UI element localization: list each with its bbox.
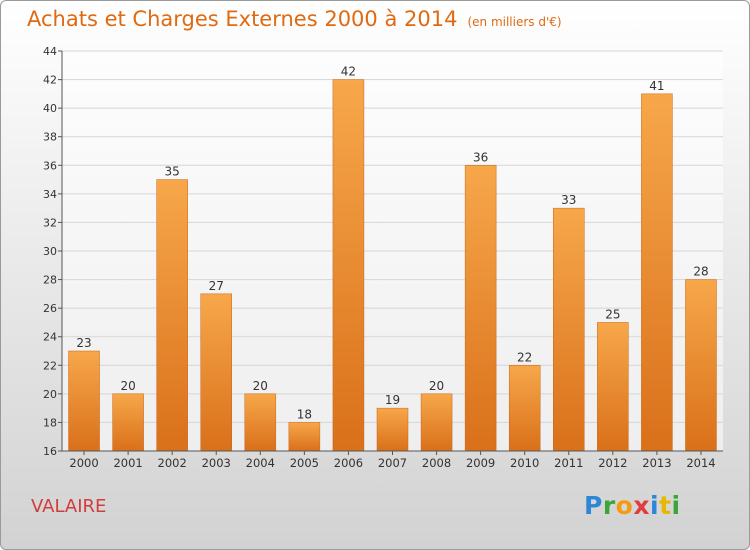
y-tick-label: 40 bbox=[43, 102, 57, 115]
y-tick-label: 32 bbox=[43, 216, 57, 229]
data-label: 18 bbox=[297, 407, 312, 421]
x-tick-label: 2002 bbox=[158, 456, 187, 470]
x-tick-label: 2014 bbox=[686, 456, 715, 470]
y-tick-label: 34 bbox=[43, 188, 57, 201]
y-tick-label: 20 bbox=[43, 388, 57, 401]
commune-name: VALAIRE bbox=[31, 496, 107, 517]
x-tick-label: 2003 bbox=[202, 456, 231, 470]
bar bbox=[508, 365, 541, 452]
data-label: 35 bbox=[165, 165, 180, 179]
x-tick-label: 2001 bbox=[113, 456, 142, 470]
bar bbox=[641, 93, 673, 452]
y-tick-label: 28 bbox=[43, 274, 57, 287]
bar bbox=[553, 207, 585, 452]
y-tick-label: 16 bbox=[43, 445, 57, 458]
bar bbox=[68, 350, 100, 452]
chart-subtitle: (en milliers d'€) bbox=[467, 15, 562, 29]
x-tick-label: 2000 bbox=[69, 456, 98, 470]
x-tick-label: 2007 bbox=[378, 456, 407, 470]
bar bbox=[112, 393, 144, 452]
data-label: 36 bbox=[473, 150, 488, 164]
x-tick-label: 2008 bbox=[422, 456, 451, 470]
y-tick-label: 18 bbox=[43, 416, 57, 429]
chart-title: Achats et Charges Externes 2000 à 2014 (e… bbox=[27, 7, 562, 31]
logo-letter: P bbox=[584, 491, 603, 520]
bar bbox=[332, 79, 365, 452]
logo-letter: i bbox=[650, 491, 660, 520]
proxiti-logo: Proxiti bbox=[584, 491, 681, 520]
bar bbox=[597, 322, 629, 452]
data-label: 27 bbox=[209, 279, 224, 293]
data-label: 25 bbox=[605, 307, 620, 321]
y-tick-label: 24 bbox=[43, 331, 57, 344]
logo-letter: o bbox=[615, 491, 634, 520]
x-tick-label: 2009 bbox=[466, 456, 495, 470]
x-tick-label: 2010 bbox=[510, 456, 539, 470]
y-tick-label: 30 bbox=[43, 245, 57, 258]
bar bbox=[685, 279, 717, 452]
logo-letter: x bbox=[633, 491, 650, 520]
logo-letter: i bbox=[671, 491, 681, 520]
x-tick-label: 2004 bbox=[246, 456, 275, 470]
bar bbox=[376, 407, 409, 452]
y-tick-label: 44 bbox=[43, 45, 57, 58]
x-tick-label: 2005 bbox=[290, 456, 319, 470]
bar bbox=[288, 422, 321, 452]
logo-letter: r bbox=[602, 491, 616, 520]
data-label: 20 bbox=[120, 379, 135, 393]
data-label: 23 bbox=[76, 336, 91, 350]
data-label: 28 bbox=[693, 265, 708, 279]
x-tick-label: 2013 bbox=[642, 456, 671, 470]
y-tick-label: 36 bbox=[43, 159, 57, 172]
bar bbox=[156, 179, 188, 452]
x-tick-label: 2012 bbox=[598, 456, 627, 470]
logo-letter: t bbox=[659, 491, 672, 520]
data-label: 41 bbox=[649, 79, 664, 93]
y-tick-label: 42 bbox=[43, 74, 57, 87]
bar bbox=[420, 393, 453, 452]
bar bbox=[464, 165, 497, 452]
data-label: 42 bbox=[341, 65, 356, 79]
y-tick-label: 22 bbox=[43, 359, 57, 372]
bar bbox=[244, 393, 277, 452]
x-tick-label: 2006 bbox=[334, 456, 363, 470]
data-label: 22 bbox=[517, 350, 532, 364]
data-label: 33 bbox=[561, 193, 576, 207]
bar bbox=[200, 293, 232, 452]
x-tick-label: 2011 bbox=[554, 456, 583, 470]
data-label: 20 bbox=[429, 379, 444, 393]
chart-title-text: Achats et Charges Externes 2000 à 2014 bbox=[27, 7, 458, 31]
y-tick-label: 38 bbox=[43, 131, 57, 144]
y-tick-label: 26 bbox=[43, 302, 57, 315]
data-label: 20 bbox=[253, 379, 268, 393]
data-label: 19 bbox=[385, 393, 400, 407]
